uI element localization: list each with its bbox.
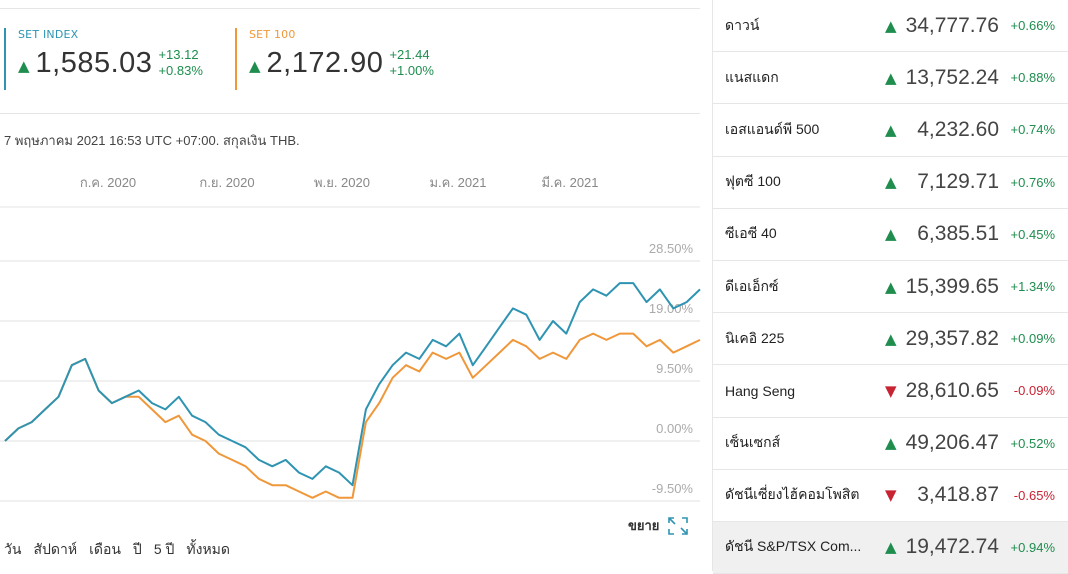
market-name: ดาวน์ [725, 16, 760, 33]
up-arrow-icon: ▲ [885, 329, 897, 348]
down-arrow-icon: ▼ [885, 381, 897, 400]
market-row[interactable]: แนสแดก ▲ 13,752.24 +0.88% [713, 52, 1068, 105]
up-arrow-icon: ▲ [249, 57, 261, 75]
market-name: ดีเอเอ็กซ์ [725, 277, 779, 294]
market-change: -0.09% [1013, 383, 1055, 399]
market-name: ฟุตซี 100 [725, 173, 781, 190]
market-value: 34,777.76 [905, 13, 999, 37]
market-value: 28,610.65 [905, 378, 999, 402]
market-row[interactable]: Hang Seng ▼ 28,610.65 -0.09% [713, 365, 1068, 418]
market-change: +0.09% [1010, 331, 1055, 347]
market-row[interactable]: นิเคอิ 225 ▲ 29,357.82 +0.09% [713, 313, 1068, 366]
market-change: +0.52% [1010, 435, 1055, 451]
series-line-set-index [4, 282, 701, 487]
market-change: +0.94% [1010, 539, 1055, 555]
y-tick-label: -9.50% [652, 481, 694, 496]
up-arrow-icon: ▲ [885, 225, 897, 244]
market-change: +0.45% [1010, 226, 1055, 242]
range-month[interactable]: เดือน [89, 541, 121, 557]
quote-value: 2,172.90 [266, 47, 384, 79]
series-line-set-100 [4, 332, 701, 499]
market-change: +0.74% [1010, 122, 1055, 138]
up-arrow-icon: ▲ [18, 57, 30, 75]
market-list: ดาวน์ ▲ 34,777.76 +0.66% แนสแดก ▲ 13,752.24 +0.… [712, 0, 1068, 574]
range-5year[interactable]: 5 ปี [153, 541, 175, 557]
market-row[interactable]: ดัชนี S&P/TSX Com... ▲ 19,472.74 +0.94% [713, 521, 1068, 574]
y-tick-label: 0.00% [656, 421, 693, 436]
range-day[interactable]: วัน [4, 541, 22, 557]
line-chart[interactable]: ก.ค. 2020 ก.ย. 2020 พ.ย. 2020 ม.ค. 2021 มี.ค… [0, 165, 712, 510]
market-name: เซ็นเซกส์ [725, 434, 781, 451]
up-arrow-icon: ▲ [885, 434, 897, 453]
expand-icon [668, 516, 689, 535]
quote-percent: +1.00% [389, 63, 434, 78]
market-row[interactable]: ดาวน์ ▲ 34,777.76 +0.66% [713, 0, 1068, 53]
market-change: +0.66% [1010, 18, 1055, 34]
quote-set-index[interactable]: SET INDEX ▲ 1,585.03 +13.12 +0.83% [4, 28, 203, 90]
market-change: +1.34% [1010, 279, 1055, 295]
market-name: นิเคอิ 225 [725, 329, 785, 346]
range-selector: วัน สัปดาห์ เดือน ปี 5 ปี ทั้งหมด [4, 539, 242, 561]
range-year[interactable]: ปี [132, 541, 142, 557]
market-change: -0.65% [1013, 487, 1055, 503]
market-row[interactable]: เอสแอนด์พี 500 ▲ 4,232.60 +0.74% [713, 104, 1068, 157]
y-tick-label: 19.00% [649, 301, 694, 316]
market-name: ดัชนี S&P/TSX Com... [725, 538, 862, 555]
range-week[interactable]: สัปดาห์ [33, 541, 78, 557]
up-arrow-icon: ▲ [885, 277, 897, 296]
up-arrow-icon: ▲ [885, 16, 897, 35]
top-divider [0, 8, 700, 9]
y-tick-label: 28.50% [649, 241, 694, 256]
market-name: Hang Seng [725, 382, 796, 399]
timestamp: 7 พฤษภาคม 2021 16:53 UTC +07:00. สกุลเงิ… [4, 133, 300, 148]
up-arrow-icon: ▲ [885, 538, 897, 557]
expand-button[interactable]: ขยาย [628, 515, 689, 536]
market-value: 3,418.87 [917, 483, 999, 507]
market-row[interactable]: ดีเอเอ็กซ์ ▲ 15,399.65 +1.34% [713, 261, 1068, 314]
market-value: 7,129.71 [917, 170, 999, 194]
x-tick-label: พ.ย. 2020 [314, 175, 370, 190]
quote-name: SET INDEX [18, 28, 79, 41]
market-change: +0.76% [1010, 174, 1055, 190]
range-all[interactable]: ทั้งหมด [186, 541, 230, 557]
quote-value: 1,585.03 [35, 47, 153, 79]
quote-set-100[interactable]: SET 100 ▲ 2,172.90 +21.44 +1.00% [235, 28, 434, 90]
market-value: 13,752.24 [905, 65, 999, 89]
market-value: 4,232.60 [917, 117, 999, 141]
x-tick-label: ม.ค. 2021 [429, 175, 486, 190]
market-value: 15,399.65 [905, 274, 999, 298]
market-name: เอสแอนด์พี 500 [725, 120, 820, 137]
market-row[interactable]: เซ็นเซกส์ ▲ 49,206.47 +0.52% [713, 418, 1068, 470]
quote-change: +13.12 [158, 47, 199, 62]
x-tick-label: ก.ค. 2020 [80, 175, 136, 190]
market-name: ซีเอซี 40 [725, 225, 777, 242]
market-value: 29,357.82 [905, 326, 999, 350]
market-name: แนสแดก [725, 68, 779, 85]
quote-percent: +0.83% [158, 63, 203, 78]
up-arrow-icon: ▲ [885, 173, 897, 192]
market-row[interactable]: ซีเอซี 40 ▲ 6,385.51 +0.45% [713, 209, 1068, 261]
down-arrow-icon: ▼ [885, 486, 897, 505]
up-arrow-icon: ▲ [885, 68, 897, 87]
market-row[interactable]: ฟุตซี 100 ▲ 7,129.71 +0.76% [713, 157, 1068, 209]
market-value: 49,206.47 [905, 431, 999, 455]
x-tick-label: ก.ย. 2020 [199, 175, 254, 190]
header-divider [0, 113, 700, 114]
quote-change: +21.44 [389, 47, 430, 62]
up-arrow-icon: ▲ [885, 120, 897, 139]
x-tick-label: มี.ค. 2021 [541, 175, 598, 190]
market-value: 6,385.51 [917, 222, 999, 246]
chart-panel: SET INDEX ▲ 1,585.03 +13.12 +0.83% SET 1… [0, 8, 712, 561]
market-change: +0.88% [1010, 70, 1055, 86]
y-tick-label: 9.50% [656, 361, 693, 376]
market-row[interactable]: ดัชนีเซี่ยงไฮ้คอมโพสิต ▼ 3,418.87 -0.65% [713, 470, 1068, 522]
market-value: 19,472.74 [905, 535, 999, 559]
market-name: ดัชนีเซี่ยงไฮ้คอมโพสิต [725, 486, 860, 503]
quote-name: SET 100 [249, 28, 296, 41]
expand-label: ขยาย [628, 518, 660, 533]
